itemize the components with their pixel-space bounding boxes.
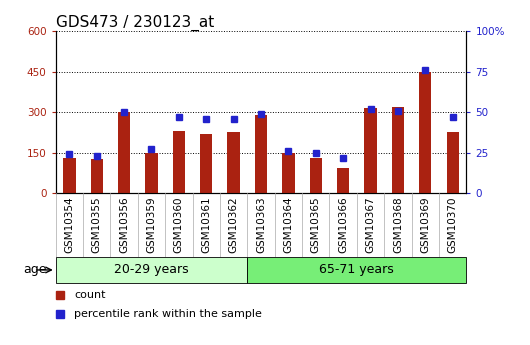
Text: GSM10360: GSM10360 xyxy=(174,196,184,253)
Bar xyxy=(282,153,295,193)
Text: age: age xyxy=(23,264,46,276)
Text: 65-71 years: 65-71 years xyxy=(320,264,394,276)
Text: GSM10367: GSM10367 xyxy=(366,196,376,253)
Bar xyxy=(118,112,130,193)
Text: GSM10368: GSM10368 xyxy=(393,196,403,253)
Text: GDS473 / 230123_at: GDS473 / 230123_at xyxy=(56,15,214,31)
Text: GSM10369: GSM10369 xyxy=(420,196,430,253)
Text: GSM10356: GSM10356 xyxy=(119,196,129,253)
Bar xyxy=(63,158,75,193)
Text: GSM10370: GSM10370 xyxy=(448,196,458,253)
Bar xyxy=(145,153,157,193)
Bar xyxy=(447,132,459,193)
Bar xyxy=(255,115,267,193)
Bar xyxy=(173,131,185,193)
Text: 20-29 years: 20-29 years xyxy=(114,264,189,276)
Bar xyxy=(91,159,103,193)
Text: count: count xyxy=(74,290,105,300)
Bar xyxy=(392,107,404,193)
Text: GSM10361: GSM10361 xyxy=(201,196,211,253)
Text: GSM10362: GSM10362 xyxy=(228,196,239,253)
Text: GSM10354: GSM10354 xyxy=(64,196,74,253)
Text: GSM10366: GSM10366 xyxy=(338,196,348,253)
FancyBboxPatch shape xyxy=(248,257,466,283)
Text: GSM10365: GSM10365 xyxy=(311,196,321,253)
Bar xyxy=(227,132,240,193)
Bar xyxy=(200,134,213,193)
Text: GSM10364: GSM10364 xyxy=(284,196,294,253)
Bar xyxy=(310,158,322,193)
Text: percentile rank within the sample: percentile rank within the sample xyxy=(74,309,262,319)
Text: GSM10359: GSM10359 xyxy=(146,196,156,253)
Text: GSM10355: GSM10355 xyxy=(92,196,102,253)
FancyBboxPatch shape xyxy=(56,257,248,283)
Bar xyxy=(419,71,431,193)
Bar xyxy=(365,108,377,193)
Bar xyxy=(337,168,349,193)
Text: GSM10363: GSM10363 xyxy=(256,196,266,253)
